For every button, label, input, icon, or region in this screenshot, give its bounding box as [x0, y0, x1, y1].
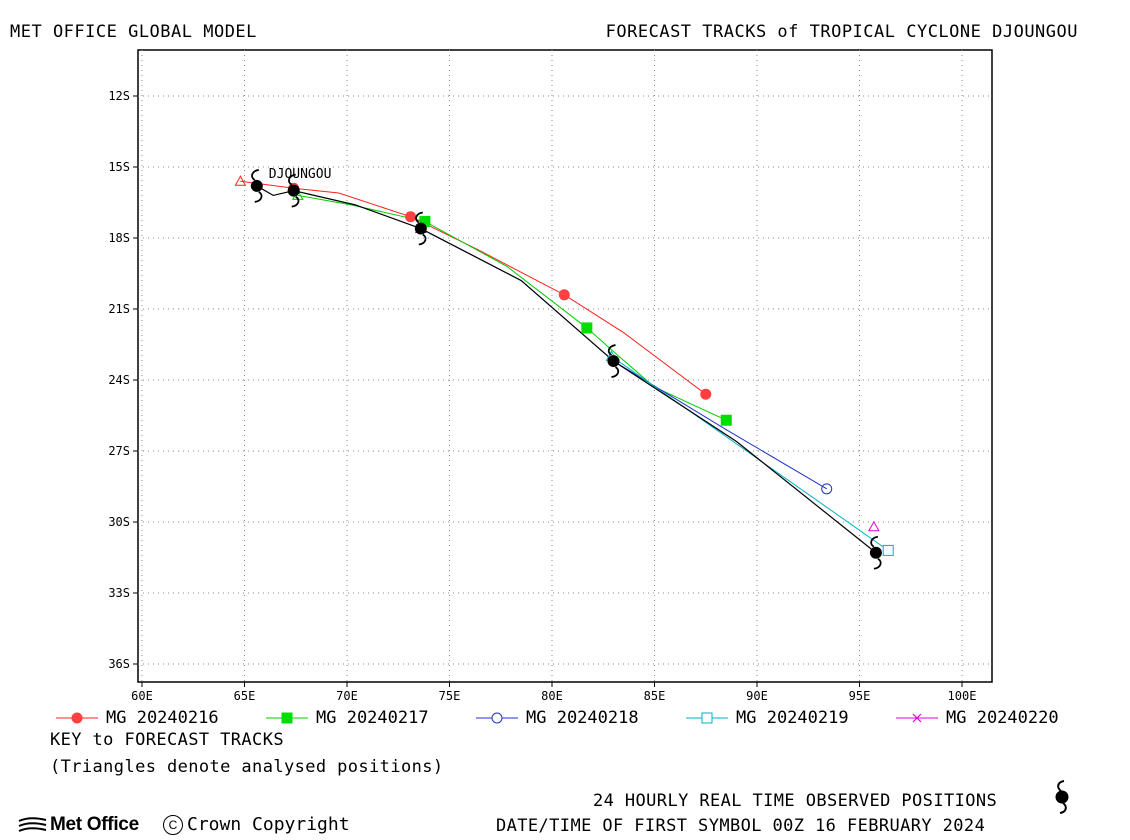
observed-cyclone-symbol	[414, 211, 427, 246]
legend-swatch-blue-open-circle	[476, 712, 518, 724]
legend-swatch-magenta-cross	[896, 713, 938, 723]
x-tick-label: 95E	[849, 689, 871, 700]
observed-cyclone-symbol	[869, 535, 882, 570]
forecast-point-marker	[821, 483, 833, 495]
x-tick-label: 85E	[644, 689, 666, 700]
y-tick-label: 24S	[108, 373, 130, 387]
forecast-point-marker	[419, 215, 431, 227]
analysed-position-triangle	[234, 175, 247, 186]
cyclone-symbol-icon	[1055, 780, 1069, 814]
crown-copyright: C Crown Copyright	[163, 814, 350, 835]
y-tick-label: 15S	[108, 160, 130, 174]
logo-text: Met Office	[50, 814, 139, 835]
copyright-text: Crown Copyright	[187, 814, 350, 835]
observed-positions-label: 24 HOURLY REAL TIME OBSERVED POSITIONS	[593, 791, 998, 811]
cyclone-arm	[607, 344, 616, 356]
cyclone-eye	[414, 222, 427, 235]
cyclone-eye	[869, 546, 882, 559]
x-tick-label: 100E	[948, 689, 977, 700]
legend-label: MG 20240216	[106, 708, 219, 728]
header-left-title: MET OFFICE GLOBAL MODEL	[10, 22, 257, 42]
cyclone-arm	[291, 195, 300, 208]
cyclone-arm	[251, 169, 259, 181]
x-tick-label: 80E	[541, 689, 563, 700]
legend-swatch-red-circle	[56, 712, 98, 724]
x-tick-label: 75E	[439, 689, 461, 700]
legend-entry-20240217: MG 20240217	[266, 708, 429, 728]
forecast-track-line	[240, 180, 707, 395]
cyclone-arm	[873, 557, 882, 570]
legend-entry-20240216: MG 20240216	[56, 708, 219, 728]
cyclone-arm	[870, 535, 879, 548]
plot-frame	[137, 49, 993, 683]
met-office-swoosh-icon	[18, 817, 47, 832]
legend-swatch-cyan-open-square	[686, 712, 728, 724]
x-tick-label: 60E	[131, 689, 153, 700]
observed-cyclone-symbol	[287, 173, 300, 208]
legend-label: MG 20240219	[736, 708, 849, 728]
met-office-logo: Met Office	[18, 814, 139, 836]
legend-entry-20240218: MG 20240218	[476, 708, 639, 728]
x-tick-label: 70E	[336, 689, 358, 700]
forecast-track-line	[297, 194, 727, 421]
legend-entry-20240220: MG 20240220	[896, 708, 1059, 728]
forecast-point-marker	[700, 388, 712, 400]
cyclone-arm	[418, 233, 427, 246]
y-tick-label: 21S	[108, 302, 130, 316]
y-tick-label: 36S	[108, 657, 130, 671]
forecast-point-marker	[405, 211, 417, 223]
first-symbol-date: DATE/TIME OF FIRST SYMBOL 00Z 16 FEBRUAR…	[496, 816, 986, 836]
track-chart: 60E 65E 70E 75E 80E 85E 90E 95E 100E 12S 15S 18S 21S…	[108, 49, 993, 700]
observed-track-line	[256, 185, 877, 554]
copyright-symbol-icon: C	[163, 814, 183, 835]
legend-label: MG 20240218	[526, 708, 639, 728]
cyclone-eye	[250, 179, 263, 192]
observed-cyclone-symbol	[250, 169, 263, 203]
forecast-point-marker	[882, 544, 894, 556]
y-tick-label: 18S	[108, 231, 130, 245]
observed-cyclone-symbol	[607, 344, 620, 378]
forecast-track-line	[611, 355, 889, 551]
x-tick-label: 90E	[746, 689, 768, 700]
forecast-point-marker	[558, 289, 570, 301]
forecast-point-marker	[720, 414, 732, 426]
y-tick-label: 33S	[108, 586, 130, 600]
cyclone-arm	[415, 211, 423, 224]
legend-swatch-green-square	[266, 712, 308, 724]
cyclone-arm	[611, 366, 620, 378]
storm-name-label: DJOUNGOU	[269, 167, 332, 182]
key-title: KEY to FORECAST TRACKS	[50, 730, 284, 750]
cyclone-arm	[288, 173, 296, 186]
x-tick-label: 65E	[234, 689, 256, 700]
y-tick-label: 12S	[108, 89, 130, 103]
cyclone-arm	[254, 191, 263, 203]
forecast-point-marker	[581, 322, 593, 334]
y-tick-label: 27S	[108, 444, 130, 458]
legend-label: MG 20240217	[316, 708, 429, 728]
analysed-position-triangle	[868, 520, 880, 532]
chart-title: FORECAST TRACKS of TROPICAL CYCLONE DJOU…	[605, 22, 1078, 42]
legend-entry-20240219: MG 20240219	[686, 708, 849, 728]
key-note: (Triangles denote analysed positions)	[50, 757, 444, 777]
forecast-track-line	[420, 228, 827, 490]
cyclone-eye	[607, 355, 620, 368]
cyclone-eye	[287, 184, 300, 197]
y-tick-label: 30S	[108, 515, 130, 529]
legend-label: MG 20240220	[946, 708, 1059, 728]
